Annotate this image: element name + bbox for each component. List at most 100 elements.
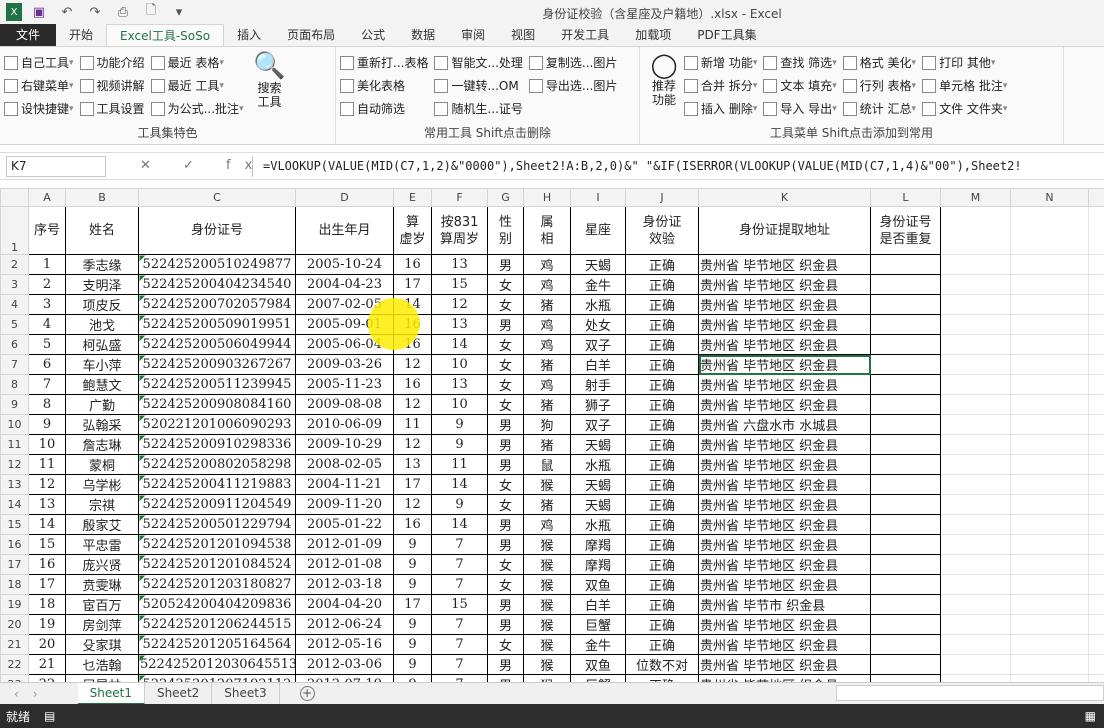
cell[interactable]: 双子 (570, 334, 626, 355)
cell[interactable]: 宗祺 (65, 494, 139, 515)
cell[interactable] (940, 674, 1011, 682)
cell[interactable] (940, 654, 1011, 675)
cell[interactable]: 10 (431, 354, 488, 375)
cell[interactable]: 贵州省 毕节地区 织金县 (698, 634, 871, 655)
cell[interactable] (940, 634, 1011, 655)
cell[interactable] (1010, 414, 1089, 435)
customize-icon[interactable]: ▾ (175, 4, 183, 20)
recommend-button[interactable]: ◯ 推荐 功能 (650, 51, 678, 107)
row-header[interactable]: 17 (0, 554, 29, 575)
row-header[interactable]: 15 (0, 514, 29, 535)
cell[interactable]: 522425201205164564 (138, 634, 296, 655)
cell[interactable] (870, 654, 941, 675)
column-header-D[interactable]: D (295, 188, 394, 207)
cell[interactable] (870, 334, 941, 355)
print-preview-icon[interactable]: ⎙ (117, 4, 129, 20)
cell[interactable]: 正确 (625, 294, 699, 315)
column-header-C[interactable]: C (138, 188, 296, 207)
cell[interactable] (1088, 354, 1104, 375)
cell[interactable]: 贵州省 毕节地区 织金县 (698, 514, 871, 535)
cell[interactable] (940, 574, 1011, 595)
cell[interactable]: 正确 (625, 254, 699, 275)
cell[interactable] (1010, 554, 1089, 575)
ribbon-button[interactable]: 查找 筛选 ▾ (763, 51, 837, 74)
cell[interactable] (940, 494, 1011, 515)
cell[interactable]: 12 (431, 294, 488, 315)
cell[interactable]: 2004-04-20 (295, 594, 394, 615)
cell[interactable]: 贵州省 毕节地区 织金县 (698, 554, 871, 575)
cell[interactable] (940, 294, 1011, 315)
row-header[interactable]: 18 (0, 574, 29, 595)
cell[interactable]: 16 (393, 254, 432, 275)
ribbon-button[interactable]: 右键菜单 ▾ (4, 74, 74, 97)
cell[interactable]: 19 (28, 614, 66, 635)
cell[interactable]: 狗 (523, 414, 571, 435)
column-header-A[interactable]: A (28, 188, 66, 207)
cell[interactable]: 14 (431, 474, 488, 495)
cell[interactable]: 2009-11-20 (295, 494, 394, 515)
cell[interactable]: 14 (431, 334, 488, 355)
cell[interactable]: 鸡 (523, 334, 571, 355)
cell[interactable]: 522425200903267267 (138, 354, 296, 375)
cell[interactable] (1088, 574, 1104, 595)
cell[interactable]: 正确 (625, 354, 699, 375)
cell[interactable]: 贵州省 毕节地区 织金县 (698, 654, 871, 675)
cell[interactable]: 女 (487, 474, 524, 495)
cell[interactable]: 16 (393, 314, 432, 335)
cell[interactable]: 猪 (523, 354, 571, 375)
ribbon-button[interactable]: 美化表格 (340, 74, 428, 97)
cell[interactable]: 射手 (570, 374, 626, 395)
scroll-left-icon[interactable]: ‹ (14, 686, 19, 701)
cell[interactable]: 鸡 (523, 254, 571, 275)
cell[interactable]: 鸡 (523, 514, 571, 535)
cell[interactable] (1010, 514, 1089, 535)
cell[interactable] (1088, 434, 1104, 455)
cell[interactable] (1088, 634, 1104, 655)
cell[interactable]: 2010-06-09 (295, 414, 394, 435)
cell[interactable]: 乌学彬 (65, 474, 139, 495)
cell[interactable]: 15 (431, 594, 488, 615)
cell[interactable] (1010, 594, 1089, 615)
cell[interactable] (940, 614, 1011, 635)
cell[interactable] (1010, 334, 1089, 355)
formula-buttons[interactable]: ✕ ✓ fx (140, 158, 267, 173)
cell[interactable]: 18 (28, 594, 66, 615)
cell[interactable]: 蒙桐 (65, 454, 139, 475)
cell[interactable]: 女 (487, 294, 524, 315)
cell[interactable]: 正确 (625, 614, 699, 635)
cell[interactable]: 房剑萍 (65, 614, 139, 635)
cell[interactable]: 女 (487, 634, 524, 655)
cell[interactable]: 猪 (523, 494, 571, 515)
tab-11[interactable]: PDF工具集 (697, 28, 757, 42)
cell[interactable] (1010, 374, 1089, 395)
cell[interactable]: 男 (487, 654, 524, 675)
cell[interactable]: 狮子 (570, 394, 626, 415)
cell[interactable]: 天蝎 (570, 474, 626, 495)
cell[interactable] (940, 514, 1011, 535)
tab-10[interactable]: 加载项 (635, 28, 672, 42)
cell[interactable] (1010, 574, 1089, 595)
cell[interactable] (1010, 634, 1089, 655)
cell[interactable]: 殷家艾 (65, 514, 139, 535)
cell[interactable]: 10 (431, 394, 488, 415)
cell[interactable]: 贵州省 毕节市 织金县 (698, 594, 871, 615)
cell[interactable]: 猪 (523, 394, 571, 415)
cell[interactable]: 贵州省 毕节地区 织金县 (698, 614, 871, 635)
cell[interactable]: 猴 (523, 614, 571, 635)
cell[interactable]: 女 (487, 274, 524, 295)
cell[interactable]: 平忠雷 (65, 534, 139, 555)
cell[interactable]: 金牛 (570, 274, 626, 295)
cell[interactable]: 17 (393, 594, 432, 615)
cell[interactable]: 正确 (625, 534, 699, 555)
cell[interactable] (940, 206, 1011, 255)
cell[interactable]: 天蝎 (570, 254, 626, 275)
cell[interactable] (1010, 474, 1089, 495)
cell[interactable]: 贵州省 毕节地区 织金县 (698, 334, 871, 355)
cell[interactable]: 猴 (523, 594, 571, 615)
cell[interactable]: 双子 (570, 414, 626, 435)
cell[interactable] (940, 414, 1011, 435)
cell[interactable]: 3 (28, 294, 66, 315)
row-header[interactable]: 3 (0, 274, 29, 295)
cell[interactable]: 5224252012030645513 (138, 654, 296, 675)
select-all-corner[interactable] (0, 188, 29, 207)
